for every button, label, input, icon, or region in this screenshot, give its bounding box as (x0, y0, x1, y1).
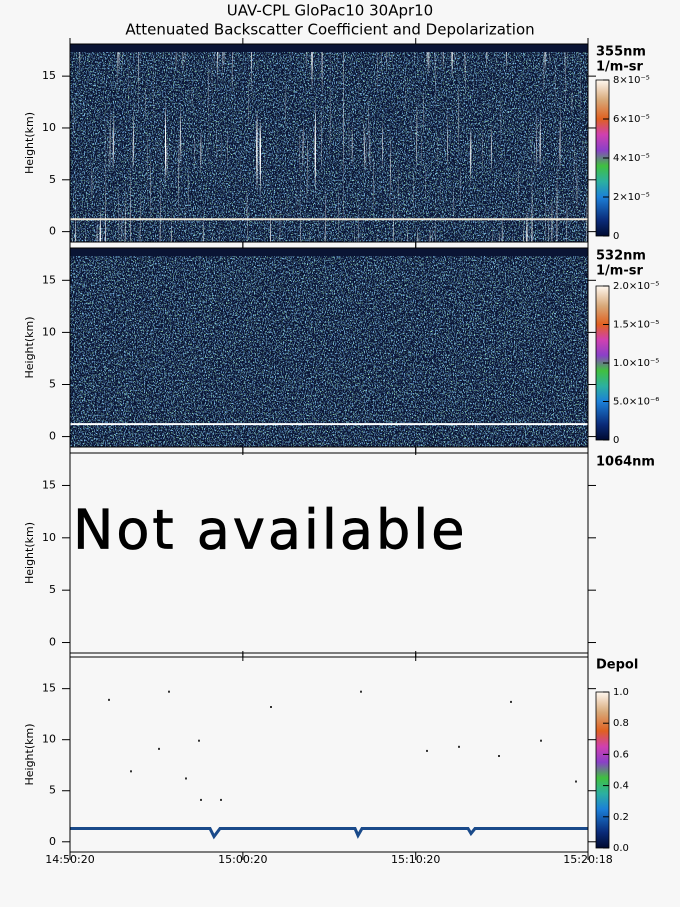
heatmap-streaks (70, 52, 588, 242)
colorbar-tick-label: 0.0 (613, 843, 629, 854)
panel-frame (69, 656, 589, 853)
y-tick-label: 5 (49, 583, 56, 596)
speck (510, 700, 512, 703)
heatmap-speckle (70, 256, 588, 447)
y-tick-label: 10 (42, 531, 56, 544)
channel-label: 355nm (596, 45, 646, 60)
units-label: 1/m-sr (596, 60, 643, 75)
colorbar-tick-label: 8×10⁻⁵ (613, 75, 650, 86)
speck (168, 690, 170, 693)
colorbar-tick-label: 5.0×10⁻⁶ (613, 397, 659, 408)
x-tick-label: 15:10:20 (391, 853, 440, 866)
speck (198, 739, 200, 742)
channel-label: 1064nm (596, 455, 655, 470)
speck (360, 690, 362, 693)
speck (458, 745, 460, 748)
speck (200, 798, 202, 801)
speck (498, 755, 500, 758)
y-tick-label: 15 (42, 478, 56, 491)
y-tick-label: 0 (49, 430, 56, 443)
colorbar-tick-label: 0 (613, 231, 619, 242)
y-tick-label: 5 (49, 377, 56, 390)
colorbar-tick-label: 0.2 (613, 812, 629, 823)
x-tick-label: 15:20:18 (563, 853, 612, 866)
speck (108, 698, 110, 701)
chart-subtitle: Attenuated Backscatter Coefficient and D… (125, 21, 534, 39)
panel-frame (69, 247, 589, 448)
y-axis-label: Height(km) (23, 112, 36, 174)
colorbar-tick-label: 0.6 (613, 749, 629, 760)
speck (185, 777, 187, 780)
speck (130, 770, 132, 773)
colorbar-tick-label: 0 (613, 435, 619, 446)
speck (220, 798, 222, 801)
channel-label: 532nm (596, 249, 646, 264)
speck (540, 739, 542, 742)
colorbar-tick-label: 6×10⁻⁵ (613, 114, 650, 125)
y-tick-label: 10 (42, 733, 56, 746)
y-tick-label: 0 (49, 225, 56, 238)
speck (426, 749, 428, 752)
y-tick-label: 10 (42, 325, 56, 338)
colorbar-tick-label: 1.5×10⁻⁵ (613, 320, 659, 331)
speck (270, 706, 272, 709)
y-tick-label: 15 (42, 682, 56, 695)
x-tick-label: 14:50:20 (45, 853, 94, 866)
channel-label: Depol (596, 658, 638, 673)
chart-title: UAV-CPL GloPac10 30Apr10 (227, 2, 433, 20)
y-tick-label: 10 (42, 121, 56, 134)
colorbar (595, 691, 610, 849)
y-tick-label: 5 (49, 173, 56, 186)
y-axis-label: Height(km) (23, 316, 36, 378)
colorbar-tick-label: 2×10⁻⁵ (613, 192, 650, 203)
colorbar-tick-label: 4×10⁻⁵ (613, 153, 650, 164)
y-axis-label: Height(km) (23, 723, 36, 785)
y-tick-label: 5 (49, 784, 56, 797)
surface-return (70, 827, 588, 840)
x-tick-label: 15:00:20 (218, 853, 267, 866)
colorbar-tick-label: 0.8 (613, 718, 629, 729)
y-tick-label: 15 (42, 273, 56, 286)
panel-frame (69, 452, 589, 654)
colorbar-tick-label: 2.0×10⁻⁵ (613, 281, 659, 292)
colorbar-tick-label: 1.0×10⁻⁵ (613, 358, 659, 369)
y-tick-label: 0 (49, 636, 56, 649)
units-label: 1/m-sr (596, 264, 643, 279)
speck (575, 780, 577, 783)
colorbar-tick-label: 1.0 (613, 687, 629, 698)
panel-frame (69, 43, 589, 243)
y-tick-label: 0 (49, 835, 56, 848)
annotation: Not available (73, 499, 468, 562)
y-axis-label: Height(km) (23, 522, 36, 584)
speck (158, 747, 160, 750)
y-tick-label: 15 (42, 69, 56, 82)
colorbar-tick-label: 0.4 (613, 781, 629, 792)
